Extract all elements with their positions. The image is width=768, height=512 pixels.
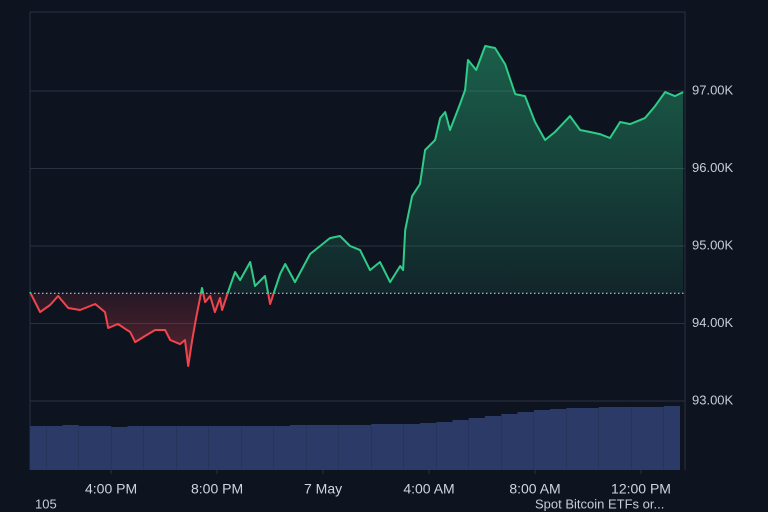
x-tick-label: 8:00 PM bbox=[191, 481, 243, 497]
annotation: 105 bbox=[35, 496, 57, 511]
volume-bar bbox=[225, 426, 242, 470]
volume-bar bbox=[208, 426, 225, 470]
area bbox=[30, 46, 684, 366]
volume-bar bbox=[306, 425, 323, 470]
volume-bar bbox=[582, 408, 599, 470]
y-tick-label: 94.00K bbox=[692, 315, 734, 330]
annotation: Spot Bitcoin ETFs or... bbox=[535, 496, 664, 511]
y-tick-label: 93.00K bbox=[692, 392, 734, 407]
volume-bar bbox=[452, 420, 469, 470]
volume-bar bbox=[550, 409, 567, 470]
volume-bar bbox=[615, 407, 632, 470]
volume-bar bbox=[566, 408, 583, 470]
volume-bar bbox=[338, 425, 355, 470]
volume-bar bbox=[160, 426, 177, 470]
y-tick-label: 97.00K bbox=[692, 82, 734, 97]
volume-bar bbox=[273, 426, 290, 470]
volume-bar bbox=[387, 424, 404, 470]
price-line bbox=[29, 45, 684, 367]
volume-bar bbox=[403, 424, 420, 470]
volume-bar bbox=[501, 414, 518, 470]
volume-bar bbox=[192, 426, 209, 470]
volume-bar bbox=[176, 426, 193, 470]
volume-bar bbox=[30, 426, 47, 470]
volume-bar bbox=[322, 425, 339, 470]
x-tick-label: 4:00 PM bbox=[85, 481, 137, 497]
x-tick-label: 8:00 AM bbox=[509, 481, 560, 497]
volume-bar bbox=[355, 425, 372, 470]
x-tick-label: 4:00 AM bbox=[403, 481, 454, 497]
volume-bar bbox=[257, 426, 274, 470]
volume-bar bbox=[241, 426, 258, 470]
x-tick-label: 12:00 PM bbox=[611, 481, 671, 497]
volume-bar bbox=[517, 412, 534, 470]
volume-bar bbox=[631, 407, 648, 470]
volume-bar bbox=[46, 426, 63, 470]
volume-bar bbox=[78, 426, 95, 470]
volume-bar bbox=[598, 407, 615, 470]
volume-bar bbox=[290, 425, 307, 470]
volume-bar bbox=[663, 406, 680, 470]
volume-bar bbox=[371, 424, 388, 470]
y-tick-label: 95.00K bbox=[692, 237, 734, 252]
volume-bar bbox=[62, 425, 79, 470]
volume-bar bbox=[485, 416, 502, 470]
volume-bar bbox=[533, 410, 550, 470]
x-tick-label: 7 May bbox=[304, 481, 342, 497]
volume-bar bbox=[95, 426, 112, 470]
volume-bar bbox=[111, 427, 128, 470]
volume-bar bbox=[127, 426, 144, 470]
volume-bar bbox=[143, 426, 160, 470]
volume-bar bbox=[468, 418, 485, 470]
volume-bar bbox=[647, 407, 664, 470]
y-tick-label: 96.00K bbox=[692, 160, 734, 175]
volume-bar bbox=[420, 423, 437, 470]
volume-bar bbox=[436, 422, 453, 470]
